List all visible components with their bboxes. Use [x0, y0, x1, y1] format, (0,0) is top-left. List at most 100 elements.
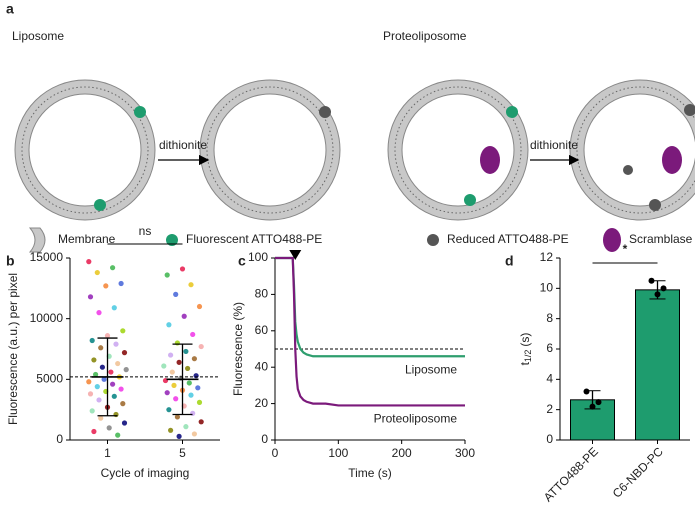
- point: [113, 341, 119, 347]
- point: [87, 391, 94, 397]
- point: [118, 280, 124, 287]
- point: [196, 303, 203, 310]
- point: [191, 356, 197, 362]
- point: [94, 384, 100, 390]
- point: [166, 407, 172, 413]
- point: [110, 381, 116, 387]
- point: [94, 269, 100, 276]
- fluorophores: [94, 104, 695, 211]
- legend-label: Reduced ATTO488-PE: [447, 232, 569, 246]
- point: [654, 291, 661, 298]
- point: [188, 392, 194, 398]
- point: [169, 369, 175, 375]
- point: [115, 432, 121, 438]
- point: [111, 305, 117, 311]
- bar: [635, 289, 680, 441]
- x-axis-label: Time (s): [348, 466, 392, 480]
- point: [120, 401, 126, 407]
- point: [168, 427, 174, 433]
- point: [106, 425, 112, 431]
- y-tick-label: 12: [540, 250, 554, 264]
- y-label-unit: (s): [518, 333, 532, 347]
- point: [188, 282, 194, 288]
- y-tick-label: 4: [546, 372, 553, 386]
- point: [164, 272, 170, 278]
- point: [104, 333, 111, 339]
- arrow-label: dithionite: [530, 138, 578, 152]
- point: [174, 414, 180, 420]
- point: [96, 397, 102, 403]
- y-tick-label: 40: [255, 359, 269, 373]
- point: [648, 277, 655, 284]
- point: [91, 428, 97, 435]
- point: [179, 266, 186, 272]
- arrow-label: dithionite: [159, 138, 207, 152]
- point: [87, 294, 94, 300]
- panel-label: c: [238, 253, 246, 269]
- point: [86, 259, 92, 265]
- point: [123, 367, 129, 373]
- y-tick-label: 60: [255, 323, 269, 337]
- panel-label: d: [505, 253, 514, 269]
- point: [101, 376, 107, 382]
- series-label: Proteoliposome: [374, 412, 458, 426]
- point: [110, 265, 116, 271]
- point: [91, 357, 97, 363]
- point: [595, 399, 602, 406]
- point: [89, 408, 95, 414]
- legend-label: Scramblase: [629, 232, 693, 246]
- point: [660, 285, 667, 292]
- point: [195, 385, 201, 391]
- point: [193, 373, 199, 379]
- y-tick-label: 80: [255, 287, 269, 301]
- x-tick-label: 200: [392, 446, 412, 460]
- point: [99, 364, 105, 370]
- x-tick-label: 5: [179, 446, 186, 460]
- point: [198, 343, 204, 350]
- x-tick-label: 1: [104, 446, 111, 460]
- x-tick-label: C6-NBD-PC: [610, 444, 666, 500]
- point: [183, 348, 189, 355]
- diagram-title: Liposome: [12, 29, 64, 43]
- y-tick-label: 20: [255, 396, 269, 410]
- point: [103, 283, 109, 289]
- y-tick-label: 15000: [30, 250, 64, 264]
- point: [121, 350, 128, 356]
- y-tick-label: 10: [540, 281, 554, 295]
- series-label: Liposome: [405, 362, 457, 376]
- point: [191, 431, 197, 437]
- point: [166, 322, 172, 328]
- point: [589, 403, 596, 410]
- point: [121, 420, 128, 426]
- point: [168, 352, 174, 358]
- annotation: ns: [139, 224, 152, 238]
- x-tick-label: 100: [328, 446, 348, 460]
- legend-label: Membrane: [58, 232, 116, 246]
- point: [186, 380, 192, 386]
- annotation: *: [623, 242, 628, 256]
- point: [173, 291, 179, 297]
- x-axis-label: Cycle of imaging: [101, 466, 190, 480]
- point: [185, 365, 191, 372]
- y-tick-label: 0: [546, 432, 553, 446]
- marker: [289, 250, 302, 260]
- y-tick-label: 0: [56, 432, 63, 446]
- point: [120, 328, 126, 334]
- y-label-sub: 1/2: [523, 350, 533, 363]
- point: [118, 386, 124, 392]
- point: [198, 419, 204, 425]
- legend-icons: [28, 227, 621, 253]
- point: [176, 359, 182, 365]
- line: [275, 256, 465, 407]
- point: [96, 310, 102, 316]
- point: [98, 345, 104, 351]
- y-tick-label: 6: [546, 341, 553, 355]
- point: [161, 363, 167, 369]
- y-tick-label: 2: [546, 402, 553, 416]
- y-tick-label: 8: [546, 311, 553, 325]
- point: [86, 379, 92, 385]
- point: [183, 424, 189, 430]
- legend-label: Fluorescent ATTO488-PE: [186, 232, 322, 246]
- point: [111, 393, 117, 399]
- point: [173, 396, 179, 402]
